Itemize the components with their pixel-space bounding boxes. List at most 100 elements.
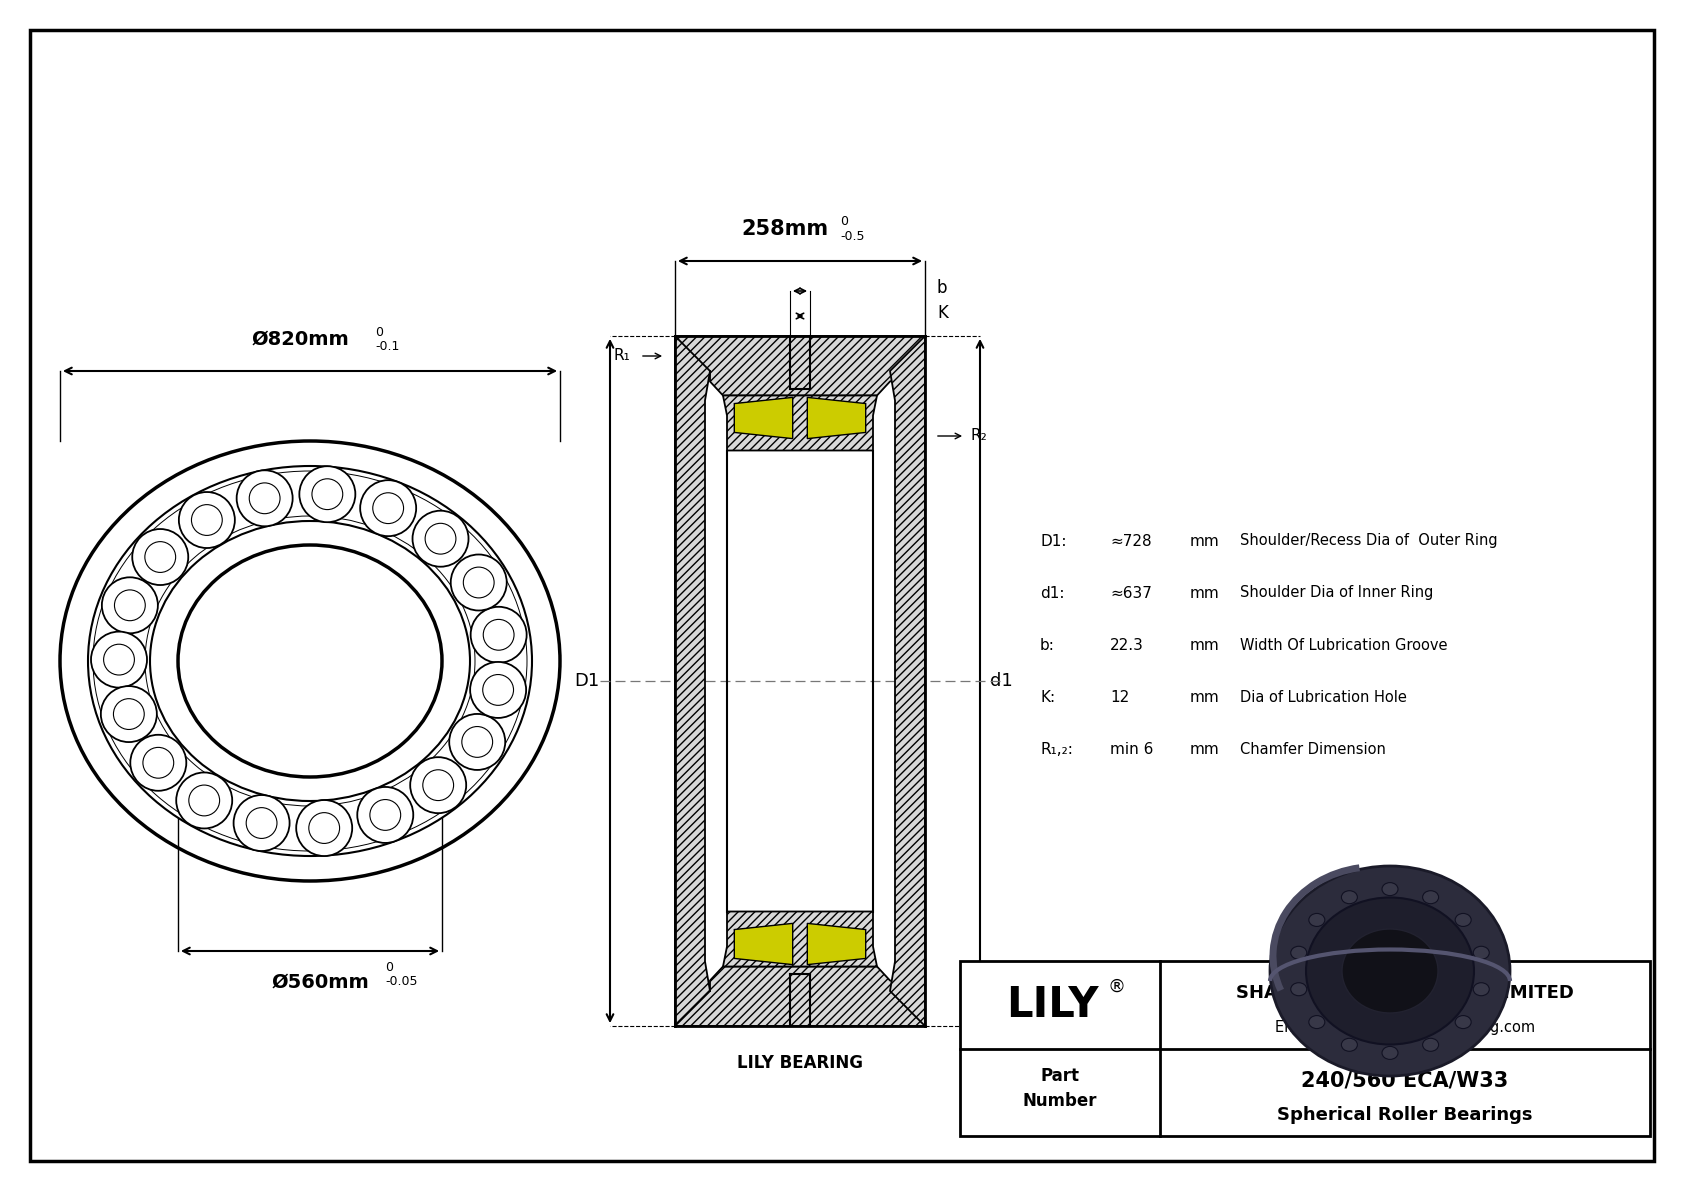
Ellipse shape: [1342, 891, 1357, 904]
Circle shape: [483, 674, 514, 705]
Circle shape: [101, 686, 157, 742]
Text: -0.05: -0.05: [386, 975, 418, 989]
Text: mm: mm: [1191, 690, 1219, 705]
Circle shape: [423, 769, 453, 800]
Ellipse shape: [88, 466, 532, 856]
Text: 22.3: 22.3: [1110, 637, 1143, 653]
Circle shape: [308, 812, 340, 843]
Circle shape: [133, 529, 189, 585]
Polygon shape: [722, 911, 877, 967]
Ellipse shape: [1290, 983, 1307, 996]
Text: Ø560mm: Ø560mm: [271, 973, 369, 992]
Ellipse shape: [1307, 898, 1474, 1045]
Text: mm: mm: [1191, 637, 1219, 653]
Text: K:: K:: [1041, 690, 1056, 705]
Text: Ø820mm: Ø820mm: [251, 330, 349, 349]
Text: D1: D1: [574, 672, 600, 690]
Circle shape: [300, 466, 355, 522]
Text: Spherical Roller Bearings: Spherical Roller Bearings: [1276, 1106, 1532, 1124]
Text: Part
Number: Part Number: [1022, 1067, 1098, 1110]
Polygon shape: [734, 923, 793, 965]
Text: 0: 0: [386, 961, 392, 974]
Text: Width Of Lubrication Groove: Width Of Lubrication Groove: [1239, 637, 1448, 653]
Text: ≈728: ≈728: [1110, 534, 1152, 549]
Text: D1:: D1:: [1041, 534, 1066, 549]
Circle shape: [370, 799, 401, 830]
Text: Shoulder/Recess Dia of  Outer Ring: Shoulder/Recess Dia of Outer Ring: [1239, 534, 1497, 549]
Circle shape: [246, 807, 276, 838]
Text: K: K: [936, 304, 948, 322]
Text: b: b: [936, 279, 948, 297]
Circle shape: [296, 800, 352, 856]
Ellipse shape: [1474, 983, 1489, 996]
Ellipse shape: [1455, 1016, 1472, 1029]
Circle shape: [413, 511, 468, 567]
Circle shape: [101, 578, 158, 634]
Circle shape: [470, 662, 525, 718]
Bar: [960, 961, 1650, 1136]
Circle shape: [177, 773, 232, 829]
Circle shape: [483, 619, 514, 650]
Ellipse shape: [150, 520, 470, 802]
Text: d1: d1: [990, 672, 1012, 690]
Text: SHANGHAI LILY BEARING LIMITED: SHANGHAI LILY BEARING LIMITED: [1236, 984, 1575, 1002]
Circle shape: [234, 796, 290, 852]
Circle shape: [249, 482, 280, 513]
Circle shape: [463, 567, 493, 598]
Polygon shape: [675, 967, 925, 1025]
Circle shape: [451, 555, 507, 611]
Polygon shape: [675, 336, 711, 1025]
Ellipse shape: [61, 441, 561, 881]
Ellipse shape: [1474, 947, 1489, 959]
Polygon shape: [722, 395, 877, 450]
Circle shape: [113, 699, 145, 729]
Ellipse shape: [1342, 1039, 1357, 1052]
Circle shape: [450, 713, 505, 769]
Text: 258mm: 258mm: [741, 219, 829, 239]
Ellipse shape: [1290, 947, 1307, 959]
Text: 240/560 ECA/W33: 240/560 ECA/W33: [1302, 1070, 1509, 1090]
Ellipse shape: [1342, 929, 1438, 1014]
Polygon shape: [675, 336, 925, 395]
Circle shape: [411, 757, 466, 813]
Circle shape: [424, 523, 456, 554]
Circle shape: [145, 542, 175, 573]
Text: min 6: min 6: [1110, 742, 1154, 756]
Circle shape: [357, 787, 413, 843]
Text: -0.1: -0.1: [376, 339, 399, 353]
Text: LILY BEARING: LILY BEARING: [738, 1054, 862, 1072]
Ellipse shape: [1308, 913, 1325, 927]
Text: Dia of Lubrication Hole: Dia of Lubrication Hole: [1239, 690, 1406, 705]
Text: 0: 0: [840, 216, 849, 227]
Text: R₁: R₁: [613, 349, 630, 363]
Ellipse shape: [1308, 1016, 1325, 1029]
Text: 12: 12: [1110, 690, 1130, 705]
Circle shape: [237, 470, 293, 526]
Ellipse shape: [1423, 891, 1438, 904]
Ellipse shape: [1383, 1047, 1398, 1060]
Text: LILY: LILY: [1005, 984, 1098, 1025]
Text: 0: 0: [376, 326, 382, 339]
Ellipse shape: [179, 545, 441, 777]
Text: b:: b:: [1041, 637, 1054, 653]
Text: R₂: R₂: [970, 429, 987, 443]
Text: mm: mm: [1191, 534, 1219, 549]
Ellipse shape: [1455, 913, 1472, 927]
Text: ≈637: ≈637: [1110, 586, 1152, 600]
Circle shape: [115, 590, 145, 621]
Circle shape: [360, 480, 416, 536]
Circle shape: [143, 748, 173, 778]
Circle shape: [192, 505, 222, 536]
Text: mm: mm: [1191, 586, 1219, 600]
Text: mm: mm: [1191, 742, 1219, 756]
Circle shape: [461, 727, 493, 757]
Text: -0.5: -0.5: [840, 230, 864, 243]
Circle shape: [104, 644, 135, 675]
Text: ®: ®: [1106, 978, 1125, 996]
Polygon shape: [891, 336, 925, 1025]
Circle shape: [372, 493, 404, 524]
Ellipse shape: [1423, 1039, 1438, 1052]
Circle shape: [312, 479, 344, 510]
Circle shape: [470, 606, 527, 663]
Circle shape: [130, 735, 187, 791]
